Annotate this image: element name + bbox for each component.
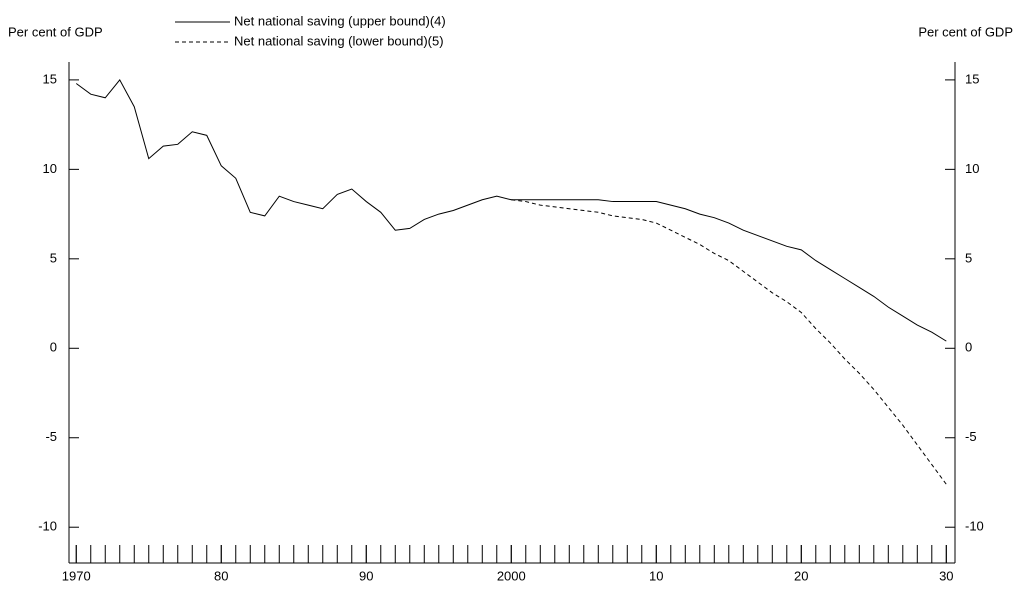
x-tick-label: 20 [794, 568, 808, 583]
y-tick-label-right: 5 [965, 250, 972, 265]
y-tick-label-right: -10 [965, 519, 984, 534]
legend-label: Net national saving (upper bound)(4) [234, 13, 446, 28]
series-line [511, 199, 947, 485]
y-tick-label-left: 0 [50, 340, 57, 355]
x-tick-label: 10 [649, 568, 663, 583]
y-tick-label-left: 15 [43, 71, 57, 86]
y-axis-label-right: Per cent of GDP [918, 24, 1013, 39]
y-tick-label-right: -5 [965, 429, 977, 444]
y-tick-label-right: 10 [965, 161, 979, 176]
x-tick-label: 30 [939, 568, 953, 583]
y-tick-label-left: -10 [38, 519, 57, 534]
x-tick-label: 2000 [497, 568, 526, 583]
series-line [75, 78, 947, 342]
y-tick-label-left: 5 [50, 250, 57, 265]
y-axis-label-left: Per cent of GDP [8, 24, 103, 39]
y-tick-label-left: 10 [43, 161, 57, 176]
y-tick-label-right: 15 [965, 71, 979, 86]
x-tick-label: 1970 [62, 568, 91, 583]
x-tick-label: 90 [359, 568, 373, 583]
y-tick-label-right: 0 [965, 340, 972, 355]
x-tick-label: 80 [214, 568, 228, 583]
legend-label: Net national saving (lower bound)(5) [234, 33, 444, 48]
y-tick-label-left: -5 [45, 429, 57, 444]
